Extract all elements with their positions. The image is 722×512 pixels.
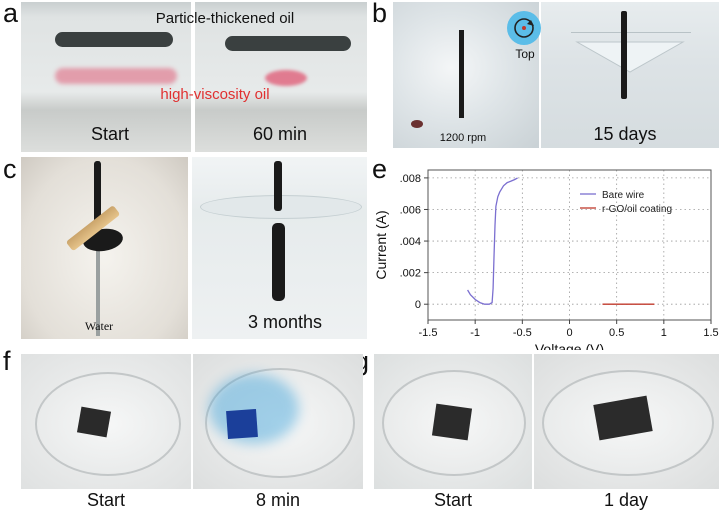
wire-top [274, 161, 282, 211]
rotation-arrow-icon [514, 18, 534, 38]
panel-b-15days-photo [541, 2, 719, 148]
panel-label-b: b [372, 0, 388, 28]
panel-label-e: e [372, 154, 388, 184]
panel-b-right-caption: 15 days [593, 124, 657, 144]
panel-f-right-caption: 8 min [255, 490, 300, 510]
x-axis-label: Voltage (V) [535, 341, 604, 350]
legend-label: Bare wire [602, 190, 645, 201]
panel-a-right-caption: 60 min [252, 124, 308, 144]
y-tick-label: 0 [415, 299, 421, 311]
chart-legend: Bare wire r-GO/oil coating [580, 190, 672, 215]
series-line-1 [467, 177, 518, 305]
x-tick-label: 1 [661, 327, 667, 339]
y-tick-label: .008 [400, 173, 421, 185]
panel-a-60min-photo [195, 2, 367, 152]
chart-grid [427, 170, 712, 320]
panel-label-f: f [3, 346, 11, 376]
panel-label-a: a [3, 0, 19, 28]
x-tick-label: 1.5 [703, 327, 718, 339]
panel-b-icon-label: Top [515, 47, 535, 61]
coated-wire-section [94, 161, 101, 233]
y-axis-ticks: 0 .002 .004 .006 .008 [400, 173, 428, 311]
wire [621, 11, 627, 99]
panel-a-sublabel: high-viscosity oil [160, 86, 270, 103]
panel-c-caption: Water [84, 319, 114, 333]
panel-a-start-photo [21, 2, 191, 152]
y-tick-label: .004 [400, 236, 421, 248]
y-axis-label: Current (A) [373, 210, 389, 279]
wire-bottom [272, 223, 285, 301]
panel-b-left-caption: 1200 rpm [439, 132, 487, 144]
panel-d-caption: 3 months [247, 312, 323, 332]
rotation-icon [507, 11, 541, 45]
panel-d-photo [192, 157, 367, 339]
oil-stripe [225, 36, 351, 51]
vortex-shape [575, 41, 685, 73]
panel-f-8min-photo [193, 354, 363, 489]
coated-sample [76, 406, 112, 438]
x-tick-label: -1 [470, 327, 480, 339]
red-oil-stripe [55, 68, 177, 84]
panel-f-left-caption: Start [86, 490, 125, 510]
panel-g-start-photo [374, 354, 532, 489]
x-tick-label: -0.5 [513, 327, 532, 339]
oil-stripe [55, 32, 173, 47]
panel-g-right-caption: 1 day [603, 490, 649, 510]
panel-a-title: Particle-thickened oil [155, 10, 295, 27]
wire [459, 30, 464, 118]
liquid-surface [571, 32, 691, 33]
iv-chart: -1.5 -1 -0.5 0 0.5 1 1.5 0 .002 .004 .006 .008 Bar… [373, 169, 719, 350]
x-axis-ticks: -1.5 -1 -0.5 0 0.5 1 1.5 [419, 320, 719, 339]
y-tick-label: .006 [400, 204, 421, 216]
panel-g-1day-photo [534, 354, 719, 489]
chart-series [467, 177, 655, 305]
panel-label-c: c [3, 154, 17, 184]
x-tick-label: 0 [566, 327, 572, 339]
panel-f-start-photo [21, 354, 191, 489]
panel-a-left-caption: Start [90, 124, 129, 144]
coated-sample [431, 403, 473, 441]
y-tick-label: .002 [400, 268, 421, 280]
panel-g-left-caption: Start [433, 490, 472, 510]
legend-label: r-GO/oil coating [602, 204, 672, 215]
particle [411, 120, 423, 128]
x-tick-label: -1.5 [419, 327, 438, 339]
x-tick-label: 0.5 [609, 327, 624, 339]
blue-sample [226, 408, 258, 440]
red-oil-droplet [265, 70, 307, 86]
panel-c-photo [21, 157, 188, 339]
